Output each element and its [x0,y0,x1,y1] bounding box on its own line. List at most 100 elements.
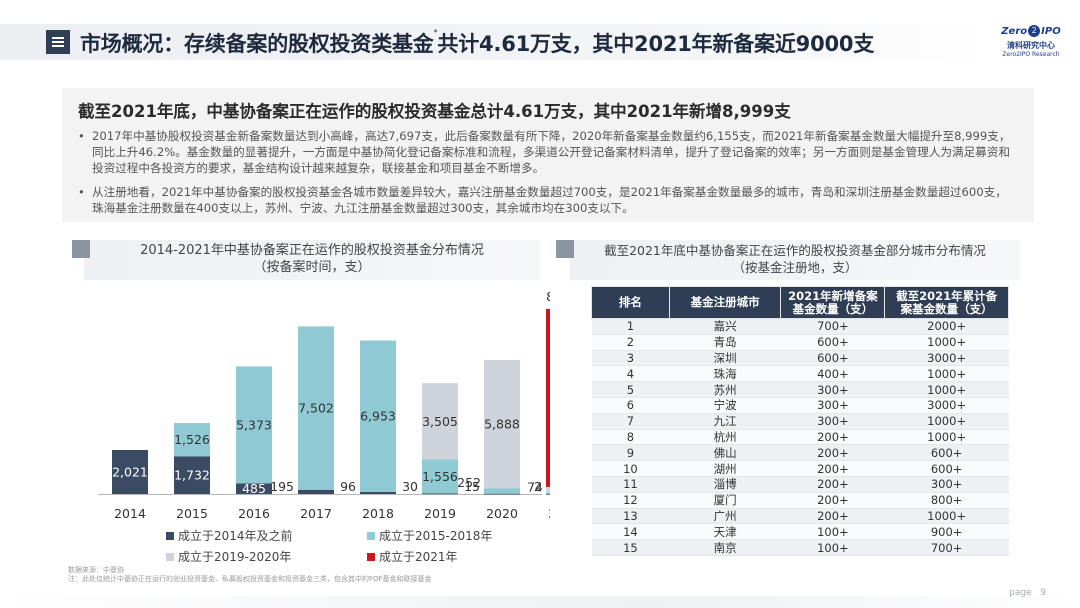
page-number-value: 9 [1040,588,1046,598]
table-cell: 800+ [884,492,1009,509]
bar-segment [236,483,272,494]
logo-mark: Zero 2 IPO [998,24,1064,38]
bottom-band [0,596,1080,608]
left-section-marker [72,240,90,258]
summary-bullet-1: • 2017年中基协股权投资基金新备案数量达到小高峰，高达7,697支，此后备案… [78,128,1018,176]
table-cell: 3000+ [884,350,1009,367]
bullet-dot: • [78,129,85,143]
bar-segment [298,326,334,490]
table-cell: 2000+ [884,318,1009,335]
summary-title: 截至2021年底，中基协备案正在运作的股权投资基金总计4.61万支，其中2021… [78,102,791,121]
table-cell: 珠海 [669,365,781,383]
header-bar [0,24,990,60]
table-cell: 200+ [780,492,885,509]
bar-segment [546,492,550,494]
bar-segment [484,488,520,494]
table-header-cell: 截至2021年累计备 案基金数量（支） [884,286,1009,319]
table-cell: 9 [591,444,670,462]
legend-swatch [367,531,375,540]
legend-swatch [166,552,174,561]
right-section-title-line1: 截至2021年底中基协备案正在运作的股权投资基金部分城市分布情况 [604,243,986,258]
bar-segment [546,493,550,495]
table-cell: 14 [591,523,670,541]
logo-cn-name: 清科研究中心 [1007,41,1055,50]
table-cell: 湖州 [669,460,781,477]
table-cell: 佛山 [669,444,781,462]
x-tick-label: 2021 [548,506,550,521]
table-row: 12 厦门 200+ 800+ [591,492,1009,509]
left-section-title-line1: 2014-2021年中基协备案正在运作的股权投资基金分布情况 [140,243,484,258]
table-cell: 200+ [780,460,885,477]
page-title: 市场概况：存续备案的股权投资类基金*共计4.61万支，其中2021年新备案近90… [80,28,874,58]
table-cell: 1000+ [884,508,1009,525]
city-distribution-table: 排名 基金注册城市 2021年新增备案 基金数量（支） 截至2021年累计备 案基金数量（… [591,286,1009,556]
table-cell: 900+ [884,523,1009,541]
right-section-marker [556,240,574,258]
legend-item-pre2014: 成立于2014年及之前 [166,527,293,544]
data-label: 485 [242,481,266,496]
table-cell: 广州 [669,508,781,525]
page-title-footnote-mark: * [433,28,438,37]
table-cell: 15 [591,539,670,556]
right-section-title-line2: （按基金注册地，支） [732,260,858,275]
logo-en-name: Zero2IPO Research [1002,51,1060,58]
legend-label: 成立于2015-2018年 [379,529,493,543]
data-label: 252 [457,475,481,490]
table-cell: 3000+ [884,397,1009,414]
table-cell: 600+ [780,350,885,367]
data-label: 96 [340,479,356,494]
table-row: 9 佛山 200+ 600+ [591,444,1009,462]
data-label: 2 [534,479,542,494]
bar-segment [174,423,210,457]
table-header-cell: 2021年新增备案 基金数量（支） [780,286,886,319]
table-header-text: 截至2021年累计备 [896,288,998,303]
table-header-text: 排名 [618,295,642,309]
table-cell: 700+ [884,539,1009,556]
table-row: 1 嘉兴 700+ 2000+ [591,318,1009,335]
table-cell: 600+ [884,444,1009,462]
table-cell: 8 [591,429,670,446]
bar-segment [484,359,520,489]
table-cell: 100+ [780,523,885,541]
table-cell: 200+ [780,444,885,462]
table-cell: 1 [591,318,670,335]
table-header-text: 基金数量（支） [792,301,874,316]
data-label: 5,888 [484,417,520,432]
table-cell: 10 [591,460,670,477]
summary-bullet-2: • 从注册地看，2021年中基协备案的股权投资基金各城市数量差异较大，嘉兴注册基… [78,184,1018,216]
table-cell: 深圳 [669,350,781,367]
table-row: 13 广州 200+ 1000+ [591,508,1009,525]
table-row: 11 淄博 200+ 300+ [591,476,1009,493]
page-title-rest: 共计4.61万支，其中2021年新备案近9000支 [437,32,875,56]
logo-text-two: 2 [1028,25,1041,37]
table-row: 15 南京 100+ 700+ [591,539,1009,556]
summary-box [62,88,1034,222]
bar-segment [422,493,458,495]
table-header-text: 基金注册城市 [690,295,760,309]
table-header-row: 排名 基金注册城市 2021年新增备案 基金数量（支） 截至2021年累计备 案基金数量（… [591,286,1009,319]
table-cell: 200+ [780,476,885,493]
menu-icon[interactable] [46,30,70,54]
table-cell: 300+ [780,381,885,398]
page-number: page 9 [1009,588,1046,598]
table-row: 7 九江 300+ 1000+ [591,413,1009,430]
table-header-text: 2021年新增备案 [788,288,878,303]
table-row: 2 青岛 600+ 1000+ [591,334,1009,351]
table-cell: 1000+ [884,381,1009,398]
table-cell: 200+ [780,508,885,525]
table-cell: 天津 [669,523,781,541]
table-cell: 南京 [669,539,781,556]
table-cell: 12 [591,492,670,509]
data-label: 1,526 [174,432,210,447]
logo-text-ipo: IPO [1041,25,1061,37]
table-row: 4 珠海 400+ 1000+ [591,365,1009,383]
table-cell: 1000+ [884,429,1009,446]
table-cell: 1000+ [884,413,1009,430]
data-label: 195 [270,479,294,494]
table-row: 5 苏州 300+ 1000+ [591,381,1009,398]
data-label: 74 [527,479,543,494]
table-cell: 厦门 [669,492,781,509]
table-cell: 5 [591,381,670,398]
data-label: 15 [464,479,480,494]
legend-swatch [367,552,375,561]
